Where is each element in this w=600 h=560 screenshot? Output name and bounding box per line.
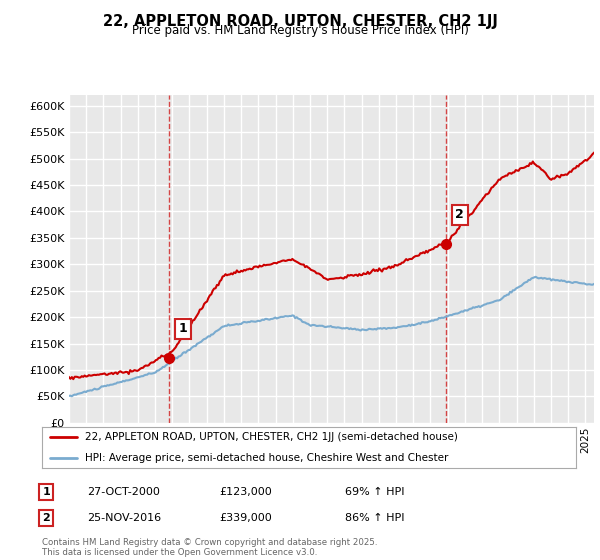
Text: Price paid vs. HM Land Registry's House Price Index (HPI): Price paid vs. HM Land Registry's House …	[131, 24, 469, 36]
Text: 2: 2	[455, 208, 464, 221]
Text: £123,000: £123,000	[219, 487, 272, 497]
Text: 25-NOV-2016: 25-NOV-2016	[87, 513, 161, 523]
Text: 22, APPLETON ROAD, UPTON, CHESTER, CH2 1JJ: 22, APPLETON ROAD, UPTON, CHESTER, CH2 1…	[103, 14, 497, 29]
Text: HPI: Average price, semi-detached house, Cheshire West and Chester: HPI: Average price, semi-detached house,…	[85, 452, 448, 463]
Text: Contains HM Land Registry data © Crown copyright and database right 2025.
This d: Contains HM Land Registry data © Crown c…	[42, 538, 377, 557]
Text: 1: 1	[179, 322, 187, 335]
Text: 86% ↑ HPI: 86% ↑ HPI	[345, 513, 404, 523]
Text: 2: 2	[43, 513, 50, 523]
Text: 27-OCT-2000: 27-OCT-2000	[87, 487, 160, 497]
Text: £339,000: £339,000	[219, 513, 272, 523]
Text: 1: 1	[43, 487, 50, 497]
Text: 22, APPLETON ROAD, UPTON, CHESTER, CH2 1JJ (semi-detached house): 22, APPLETON ROAD, UPTON, CHESTER, CH2 1…	[85, 432, 458, 442]
Text: 69% ↑ HPI: 69% ↑ HPI	[345, 487, 404, 497]
